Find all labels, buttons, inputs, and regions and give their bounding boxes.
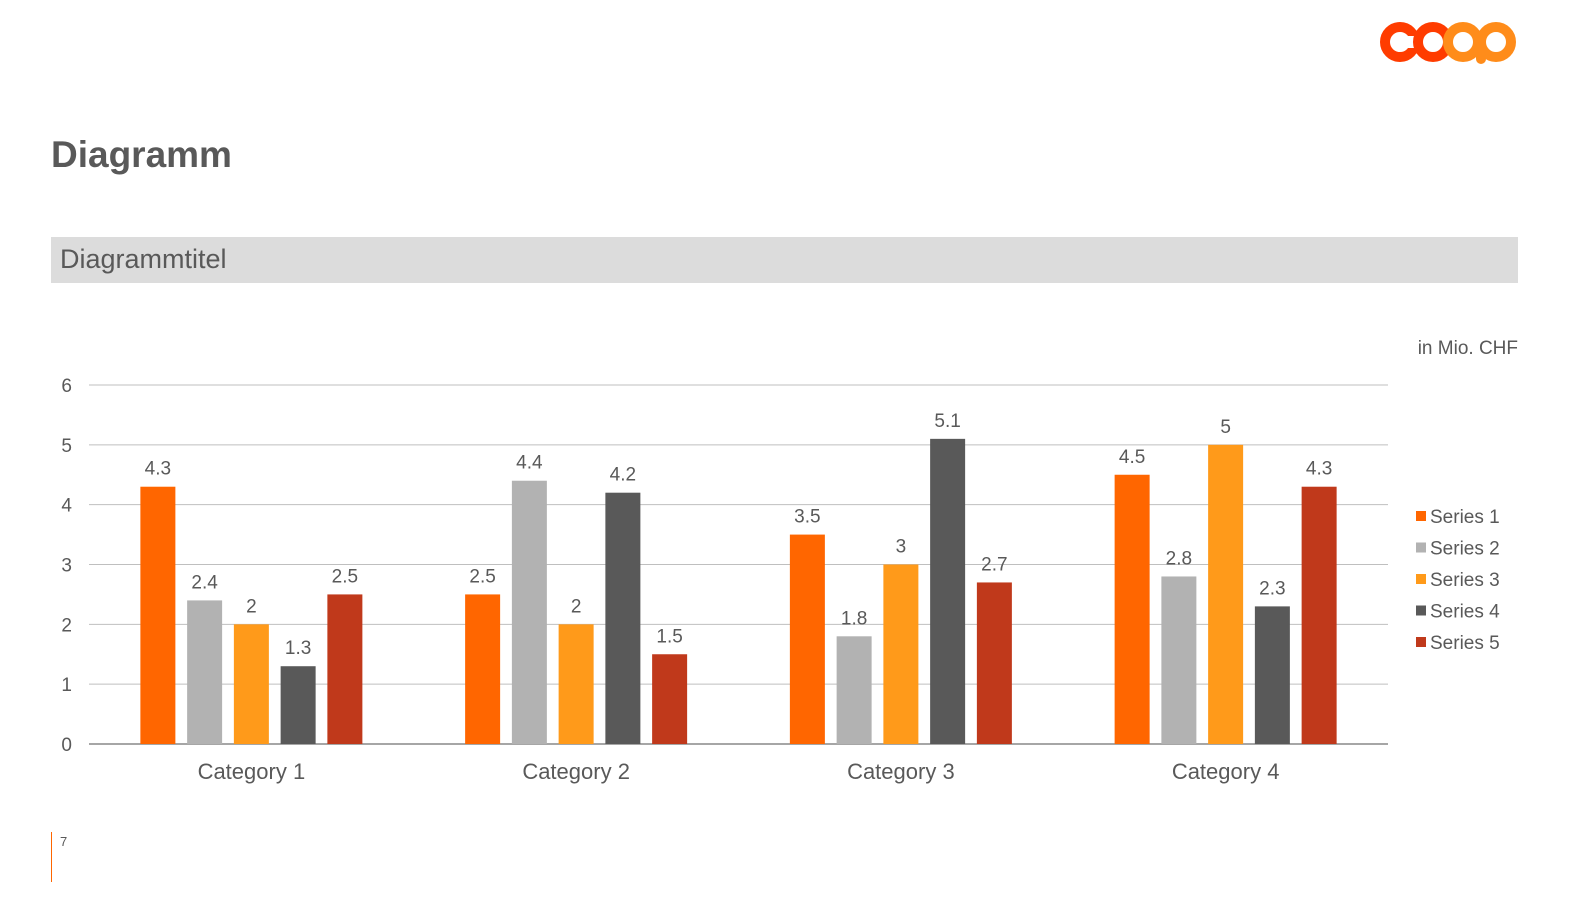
data-label: 2.4	[191, 572, 218, 593]
bar	[1254, 606, 1290, 744]
x-axis-ticks: Category 1 Category 2 Category 3 Category 4	[198, 759, 1280, 784]
y-tick-label: 3	[61, 556, 72, 577]
data-label: 3	[896, 537, 907, 558]
legend-label: Series 2	[1430, 539, 1500, 560]
bar	[789, 534, 825, 744]
data-label: 4.4	[516, 453, 543, 474]
bar	[883, 564, 919, 744]
data-label: 2.3	[1259, 578, 1285, 599]
legend: Series 1 Series 2 Series 3 Series 4 Series 5	[1416, 507, 1500, 654]
y-tick-label: 5	[61, 436, 72, 457]
bar	[976, 582, 1012, 744]
data-label: 5	[1220, 417, 1231, 438]
bar-chart: 0 1 2 3 4 5 6 4.3 2.4 2 1.3 2.5 2.5 4.4 2 4.2 1.5 3.5 1.8…	[61, 376, 1500, 784]
unit-label: in Mio. CHF	[1417, 338, 1518, 359]
data-label: 4.3	[145, 459, 171, 480]
page-number: 7	[60, 834, 68, 849]
data-label: 2	[571, 596, 582, 617]
bar	[327, 594, 363, 744]
data-label: 1.8	[841, 608, 867, 629]
data-label: 2.7	[981, 554, 1007, 575]
bar	[465, 594, 501, 744]
bar	[836, 636, 872, 744]
x-tick-label: Category 4	[1172, 759, 1280, 784]
legend-label: Series 5	[1430, 633, 1500, 654]
bar	[558, 624, 594, 744]
bar	[1161, 576, 1197, 744]
data-label: 4.2	[610, 465, 636, 486]
x-tick-label: Category 3	[847, 759, 955, 784]
y-tick-label: 6	[61, 376, 72, 397]
data-label: 1.5	[656, 626, 682, 647]
bar	[280, 666, 316, 744]
bar	[187, 600, 223, 744]
bar	[233, 624, 269, 744]
legend-label: Series 1	[1430, 507, 1500, 528]
bar	[930, 438, 966, 744]
bar	[511, 480, 547, 744]
bar	[1208, 444, 1244, 744]
logo-letter-o2	[1443, 22, 1483, 62]
legend-swatch	[1416, 605, 1426, 616]
bar	[140, 486, 176, 744]
y-tick-label: 0	[61, 735, 72, 756]
page-title: Diagramm	[51, 134, 232, 175]
data-label: 3.5	[794, 507, 820, 528]
chart-title: Diagrammtitel	[60, 244, 227, 274]
legend-label: Series 4	[1430, 602, 1500, 623]
data-label: 4.5	[1119, 447, 1145, 468]
data-label: 5.1	[934, 411, 960, 432]
legend-swatch	[1416, 637, 1426, 647]
legend-swatch	[1416, 542, 1426, 553]
bar	[1114, 474, 1150, 744]
x-tick-label: Category 2	[522, 759, 630, 784]
legend-swatch	[1416, 574, 1426, 584]
bar	[652, 654, 688, 744]
data-label: 2.5	[332, 566, 358, 587]
data-labels: 4.3 2.4 2 1.3 2.5 2.5 4.4 2 4.2 1.5 3.5 1.8 3 5.1 2.7 4…	[145, 411, 1333, 659]
y-axis-ticks: 0 1 2 3 4 5 6	[61, 376, 72, 756]
data-label: 2	[246, 596, 257, 617]
legend-label: Series 3	[1430, 570, 1500, 591]
x-tick-label: Category 1	[198, 759, 306, 784]
bar	[1301, 486, 1337, 744]
legend-swatch	[1416, 511, 1426, 521]
data-label: 4.3	[1306, 459, 1332, 480]
coop-logo: coop	[1375, 12, 1525, 72]
bar	[605, 492, 641, 744]
y-tick-label: 2	[61, 615, 72, 636]
y-tick-label: 4	[61, 496, 72, 517]
data-label: 1.3	[285, 638, 311, 659]
bars	[140, 438, 1337, 744]
footer-divider	[51, 832, 52, 882]
data-label: 2.5	[469, 566, 495, 587]
data-label: 2.8	[1166, 548, 1192, 569]
chart-title-bar: Diagrammtitel	[51, 237, 1518, 283]
y-tick-label: 1	[61, 675, 72, 696]
